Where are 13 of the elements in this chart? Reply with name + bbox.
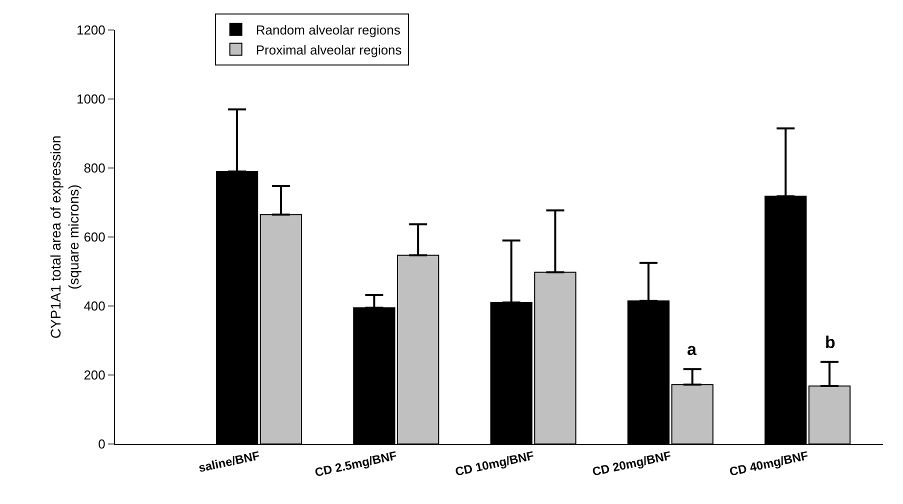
y-tick-label: 1200 [76, 22, 106, 38]
y-tick-label: 200 [84, 368, 106, 383]
legend-label: Random alveolar regions [256, 22, 401, 38]
annotation: b [825, 333, 836, 352]
y-tick-label: 800 [84, 160, 106, 176]
x-tick-label: CD 40mg/BNF [728, 448, 810, 479]
y-tick-label: 0 [98, 436, 106, 452]
y-tick-label: 400 [84, 298, 106, 314]
annotation: a [687, 340, 697, 359]
legend-label: Proximal alveolar regions [256, 42, 402, 58]
y-axis-title: CYP1A1 total area of expression (square microns) [47, 135, 82, 339]
y-tick-label: 1000 [76, 92, 106, 107]
y-tick-label: 600 [84, 230, 106, 245]
